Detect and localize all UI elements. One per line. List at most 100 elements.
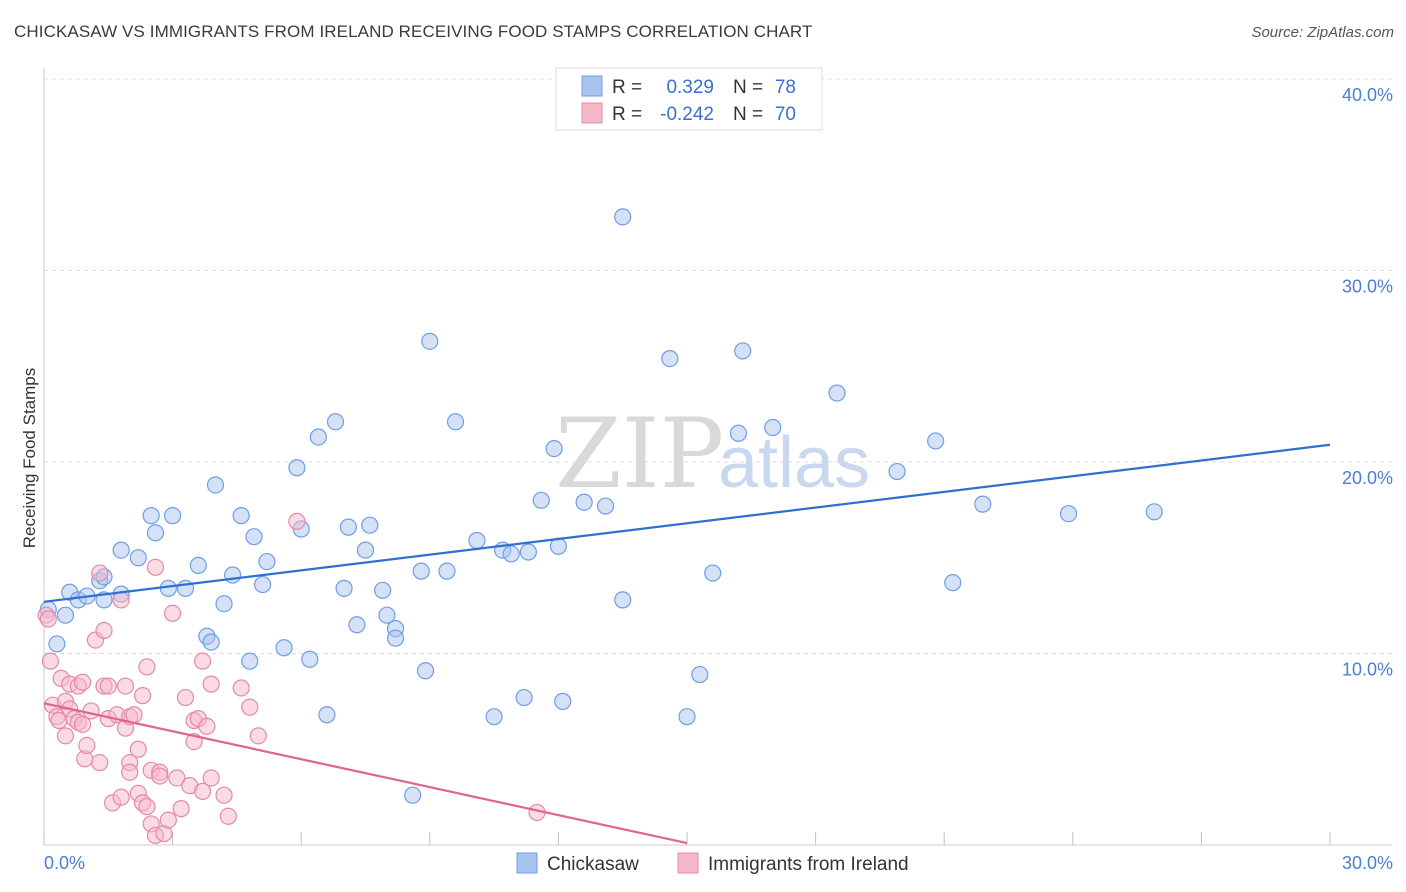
legend-label-chickasaw: Chickasaw bbox=[547, 854, 639, 875]
chickasaw-point bbox=[927, 432, 945, 450]
chickasaw-point bbox=[734, 342, 752, 360]
ireland-point bbox=[129, 740, 147, 758]
ireland-point bbox=[198, 717, 216, 735]
chickasaw-point bbox=[348, 616, 366, 634]
chickasaw-point bbox=[48, 635, 66, 653]
legend-r-label: R = bbox=[612, 77, 642, 98]
ireland-point bbox=[73, 715, 92, 733]
chickasaw-point bbox=[142, 507, 160, 525]
chickasaw-point bbox=[164, 507, 182, 525]
chickasaw-point bbox=[729, 424, 748, 442]
chickasaw-point bbox=[288, 459, 306, 477]
chickasaw-point bbox=[386, 629, 405, 647]
chart-title: CHICKASAW VS IMMIGRANTS FROM IRELAND REC… bbox=[14, 22, 813, 41]
chickasaw-point bbox=[374, 581, 392, 599]
chickasaw-point bbox=[112, 541, 130, 559]
chickasaw-point bbox=[614, 208, 632, 226]
chickasaw-point bbox=[275, 639, 293, 657]
chickasaw-point bbox=[309, 428, 327, 446]
ireland-point bbox=[121, 763, 139, 781]
chart-source: Source: ZipAtlas.com bbox=[1251, 24, 1394, 41]
chickasaw-point bbox=[974, 495, 992, 513]
chickasaw-point bbox=[146, 524, 165, 542]
chickasaw-trend-line bbox=[43, 443, 1331, 603]
legend-n-label: N = bbox=[733, 77, 763, 98]
ireland-point bbox=[288, 512, 306, 530]
chickasaw-point bbox=[258, 552, 276, 571]
ireland-point bbox=[91, 564, 109, 582]
ireland-point bbox=[215, 786, 233, 804]
chickasaw-point bbox=[704, 564, 722, 582]
y-tick-label: 40.0% bbox=[1342, 85, 1393, 105]
ireland-point bbox=[95, 621, 113, 640]
chickasaw-point bbox=[361, 516, 379, 534]
chickasaw-point bbox=[326, 413, 345, 431]
legend-swatch-chickasaw bbox=[516, 852, 538, 874]
chickasaw-point bbox=[545, 439, 563, 458]
ireland-point bbox=[116, 677, 135, 695]
watermark-zip: ZIP bbox=[555, 398, 724, 510]
ireland-point bbox=[194, 652, 212, 670]
y-axis-label: Receiving Food Stamps bbox=[20, 368, 39, 548]
chickasaw-point bbox=[318, 706, 336, 724]
chickasaw-point bbox=[614, 591, 632, 609]
ireland-trend-line bbox=[43, 702, 688, 845]
ireland-point bbox=[112, 788, 130, 806]
ireland-point bbox=[164, 604, 182, 622]
series-legend: Chickasaw Immigrants from Ireland bbox=[516, 852, 909, 875]
chickasaw-point bbox=[206, 476, 225, 494]
legend-label-ireland: Immigrants from Ireland bbox=[708, 854, 909, 875]
chickasaw-point bbox=[245, 528, 263, 546]
chickasaw-point bbox=[519, 543, 537, 561]
ireland-point bbox=[176, 688, 195, 707]
chickasaw-point bbox=[232, 507, 250, 525]
legend-n-label: N = bbox=[733, 104, 763, 125]
trend-lines bbox=[43, 443, 1331, 845]
legend-r-value: -0.242 bbox=[660, 104, 714, 125]
chickasaw-point bbox=[335, 579, 353, 597]
ireland-point bbox=[41, 652, 60, 670]
ireland-point bbox=[39, 610, 57, 628]
ireland-point bbox=[56, 727, 75, 745]
legend-swatch-ireland bbox=[677, 852, 699, 874]
chickasaw-point bbox=[678, 708, 696, 726]
chickasaw-point bbox=[661, 349, 679, 368]
ireland-point bbox=[202, 769, 220, 787]
chickasaw-point bbox=[224, 566, 242, 584]
chickasaw-point bbox=[1059, 505, 1078, 523]
x-tick-labels: 0.0% 30.0% bbox=[44, 853, 1393, 873]
chickasaw-point bbox=[532, 491, 550, 509]
chickasaw-point bbox=[828, 384, 846, 402]
y-tick-label: 20.0% bbox=[1342, 468, 1393, 488]
x-tick-label: 0.0% bbox=[44, 853, 85, 873]
ireland-point bbox=[202, 675, 220, 693]
chickasaw-point bbox=[129, 549, 147, 567]
chickasaw-point bbox=[339, 518, 357, 536]
chickasaw-point bbox=[438, 562, 456, 580]
legend-swatch-chickasaw bbox=[581, 75, 603, 97]
chickasaw-point bbox=[202, 633, 220, 651]
legend-n-value: 70 bbox=[775, 104, 796, 125]
legend-swatch-ireland bbox=[581, 102, 603, 124]
legend-r-value: 0.329 bbox=[666, 77, 714, 98]
chickasaw-point bbox=[215, 595, 233, 613]
chickasaw-point bbox=[596, 497, 615, 515]
chickasaw-point bbox=[416, 662, 435, 680]
chickasaw-point bbox=[515, 688, 533, 707]
chickasaw-point bbox=[254, 575, 272, 594]
chickasaw-point bbox=[189, 556, 207, 575]
chickasaw-point bbox=[944, 574, 962, 592]
ireland-point bbox=[232, 679, 250, 697]
chickasaw-point bbox=[764, 418, 782, 437]
chickasaw-point bbox=[575, 493, 593, 511]
y-tick-label: 10.0% bbox=[1342, 660, 1393, 680]
chickasaw-point bbox=[412, 562, 430, 580]
y-tick-label: 30.0% bbox=[1342, 277, 1393, 297]
ireland-point bbox=[78, 736, 96, 755]
chickasaw-point bbox=[554, 692, 572, 710]
chickasaw-point bbox=[356, 541, 375, 559]
y-tick-labels: 10.0% 20.0% 30.0% 40.0% bbox=[1342, 85, 1393, 680]
ireland-point bbox=[73, 673, 92, 691]
correlation-legend: R = 0.329 N = 78 R = -0.242 N = 70 bbox=[555, 67, 823, 131]
ireland-point bbox=[125, 706, 143, 724]
